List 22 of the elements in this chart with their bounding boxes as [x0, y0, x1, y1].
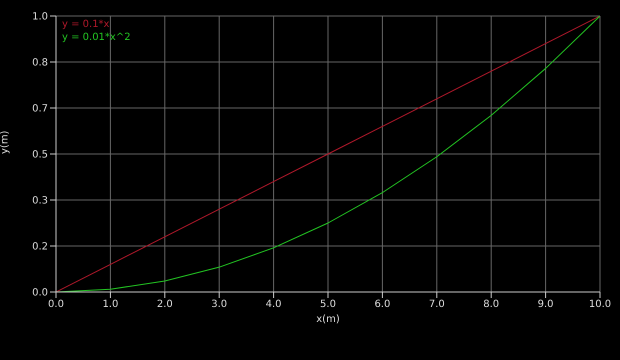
x-tick-label: 5.0: [320, 299, 336, 310]
y-tick-label: 0.5: [32, 150, 48, 161]
x-tick-label: 10.0: [588, 299, 612, 310]
x-tick-label: 2.0: [156, 299, 173, 310]
y-tick-label: 0.3: [32, 196, 48, 207]
y-tick-label: 0.8: [32, 58, 48, 69]
x-tick-label: 8.0: [483, 299, 500, 310]
x-tick-label: 9.0: [538, 299, 554, 310]
x-tick-label: 0.0: [48, 299, 64, 310]
y-tick-label: 0.7: [32, 104, 48, 115]
y-tick-label: 0.0: [32, 288, 48, 299]
y-axis-title: y(m): [0, 130, 11, 154]
y-tick-label: 0.2: [32, 242, 48, 253]
y-tick-label: 1.0: [32, 12, 48, 23]
x-axis-title: x(m): [316, 314, 340, 325]
x-tick-label: 7.0: [428, 299, 445, 310]
text: y = 0.1*x: [62, 18, 110, 31]
x-tick-label: 4.0: [266, 299, 282, 310]
x-tick-label: 1.0: [102, 299, 118, 310]
text: y = 0.01*x^2: [62, 31, 131, 44]
x-tick-label: 6.0: [374, 299, 390, 310]
x-tick-label: 3.0: [211, 299, 228, 310]
